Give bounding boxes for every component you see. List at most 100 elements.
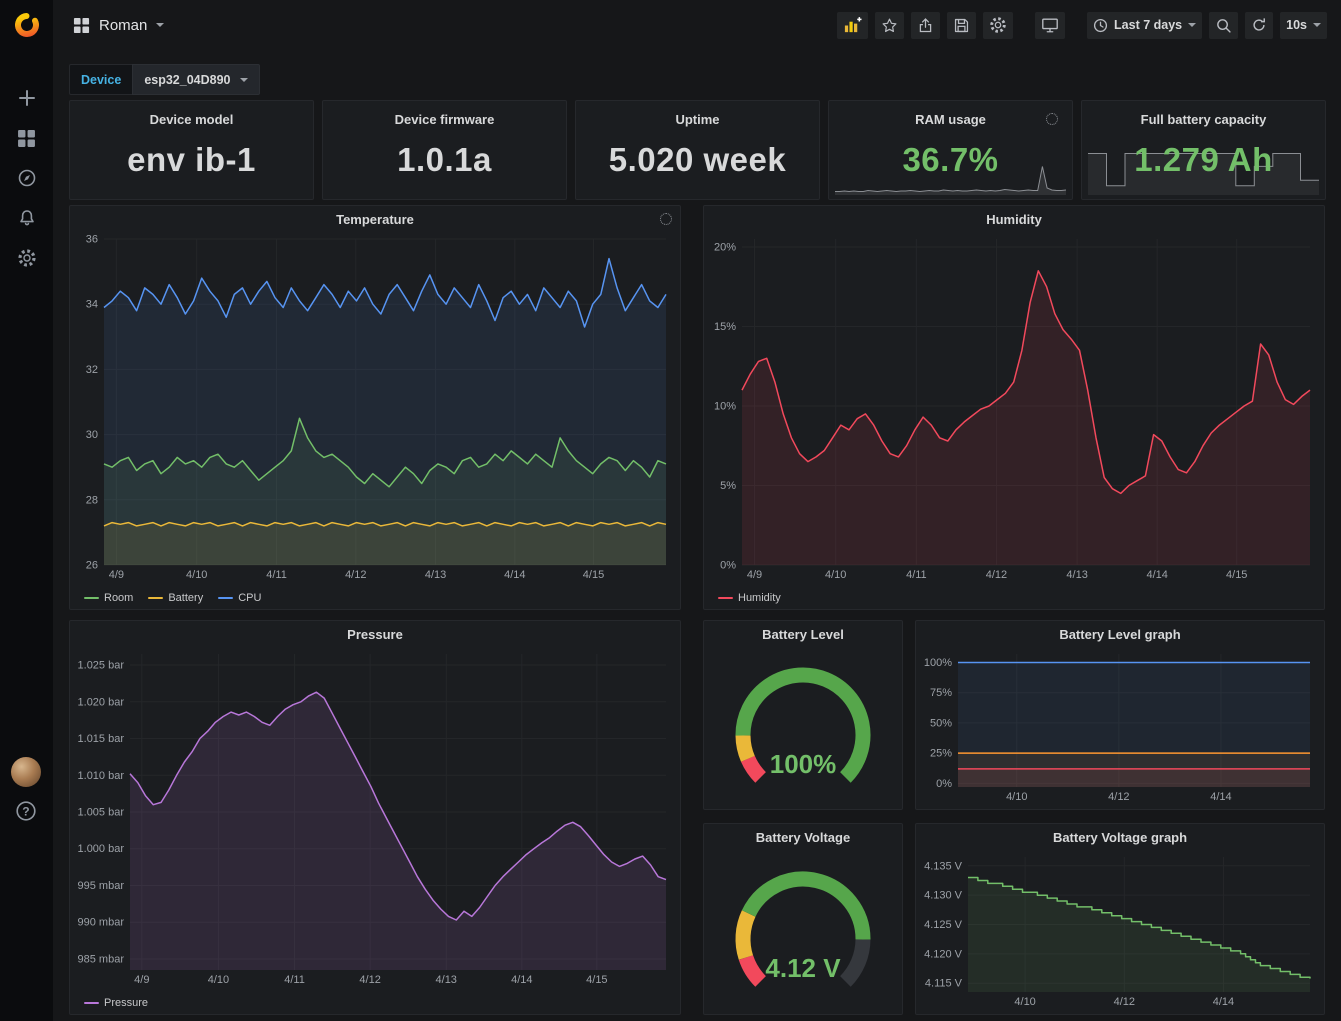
panel-battery-voltage-graph: Battery Voltage graph 4/10 4/12 4/14 4.115 … bbox=[915, 823, 1325, 1015]
refresh-button[interactable] bbox=[1245, 11, 1274, 39]
svg-text:34: 34 bbox=[86, 299, 98, 311]
clock-icon bbox=[1093, 18, 1108, 32]
panel-header[interactable]: Temperature bbox=[70, 206, 680, 232]
humidity-chart[interactable]: 4/9 4/10 4/11 4/12 4/13 4/14 4/15 0% 5% 10% 15% 20% bbox=[708, 232, 1318, 583]
svg-text:4/15: 4/15 bbox=[586, 974, 607, 986]
panel-title: Uptime bbox=[675, 112, 720, 127]
cycle-view-mode-button[interactable] bbox=[1035, 11, 1066, 39]
legend-swatch-icon bbox=[84, 597, 99, 599]
legend-swatch-icon bbox=[718, 597, 733, 599]
panel-temperature: Temperature 4/9 4/10 4/11 4/12 4/13 4/14 4/15 2… bbox=[69, 205, 681, 610]
add-panel-button[interactable] bbox=[837, 11, 869, 39]
refresh-interval-dropdown[interactable]: 10s bbox=[1280, 11, 1327, 39]
svg-text:4/12: 4/12 bbox=[359, 974, 380, 986]
panel-title: Humidity bbox=[986, 211, 1042, 227]
legend-item[interactable]: CPU bbox=[218, 592, 261, 604]
battery-level-graph-chart[interactable]: 4/10 4/12 4/14 0% 25% 50% 75% 100% bbox=[920, 647, 1318, 805]
svg-text:4.12 V: 4.12 V bbox=[765, 953, 841, 983]
panel-header[interactable]: Battery Level bbox=[704, 621, 902, 647]
caret-down-icon bbox=[1188, 23, 1197, 27]
panel-title: Battery Voltage bbox=[755, 829, 851, 845]
panel-title: Full battery capacity bbox=[1140, 112, 1267, 127]
variable-value-dropdown[interactable]: esp32_04D890 bbox=[132, 64, 260, 95]
time-range-picker[interactable]: Last 7 days bbox=[1087, 11, 1203, 39]
svg-text:4/9: 4/9 bbox=[747, 569, 762, 581]
navbar: Roman bbox=[53, 0, 1341, 50]
svg-text:4/14: 4/14 bbox=[504, 569, 525, 581]
svg-text:4.115 V: 4.115 V bbox=[925, 978, 963, 990]
sidebar-item-explore[interactable] bbox=[0, 158, 53, 198]
stat-value: 5.020 week bbox=[608, 141, 787, 178]
svg-text:4/10: 4/10 bbox=[186, 569, 207, 581]
magnifier-icon bbox=[1217, 18, 1231, 33]
temperature-chart[interactable]: 4/9 4/10 4/11 4/12 4/13 4/14 4/15 26 28 30 32 34 36 bbox=[74, 232, 674, 583]
variable-picker: Device esp32_04D890 bbox=[69, 64, 260, 95]
sidebar-item-create[interactable] bbox=[0, 78, 53, 118]
star-icon bbox=[882, 18, 897, 32]
dashboard-title: Roman bbox=[99, 16, 148, 34]
help-icon: ? bbox=[16, 801, 36, 821]
zoom-out-time-button[interactable] bbox=[1209, 11, 1239, 39]
panel-header[interactable]: Humidity bbox=[704, 206, 1324, 232]
battery-voltage-graph-chart[interactable]: 4/10 4/12 4/14 4.115 V 4.120 V 4.125 V 4.130 V… bbox=[920, 850, 1318, 1010]
svg-text:4.120 V: 4.120 V bbox=[924, 948, 963, 960]
battery-voltage-gauge: 4.12 V bbox=[704, 850, 902, 1012]
caret-down-icon bbox=[1313, 23, 1321, 27]
panel-header[interactable]: Pressure bbox=[70, 621, 680, 647]
add-visualization-icon bbox=[844, 16, 862, 32]
time-range-label: Last 7 days bbox=[1114, 18, 1183, 32]
dashboard: Device esp32_04D890 Device model env ib-… bbox=[53, 50, 1341, 1021]
dashboard-title-button[interactable]: Roman bbox=[67, 13, 170, 38]
legend-item[interactable]: Pressure bbox=[84, 997, 148, 1009]
svg-text:4/15: 4/15 bbox=[1226, 569, 1247, 581]
panel-pressure: Pressure 4/9 4/10 4/11 4/12 4/13 4/14 4/15 985 … bbox=[69, 620, 681, 1015]
grafana-logo[interactable] bbox=[0, 0, 53, 50]
svg-text:4/11: 4/11 bbox=[284, 974, 305, 986]
help-button[interactable]: ? bbox=[15, 800, 37, 827]
svg-text:4.130 V: 4.130 V bbox=[924, 890, 963, 902]
svg-text:4/10: 4/10 bbox=[1014, 996, 1035, 1008]
star-dashboard-button[interactable] bbox=[875, 11, 905, 39]
legend-swatch-icon bbox=[84, 1002, 99, 1004]
svg-text:4/14: 4/14 bbox=[1210, 791, 1231, 803]
svg-text:1.020 bar: 1.020 bar bbox=[78, 696, 125, 708]
svg-text:4/12: 4/12 bbox=[1114, 996, 1135, 1008]
panel-title: RAM usage bbox=[915, 112, 986, 127]
caret-down-icon bbox=[239, 77, 248, 82]
svg-text:1.010 bar: 1.010 bar bbox=[78, 770, 125, 782]
sidebar-item-dashboards[interactable] bbox=[0, 118, 53, 158]
loading-spinner-icon bbox=[1046, 113, 1058, 125]
gear-icon bbox=[17, 249, 36, 267]
legend-item[interactable]: Battery bbox=[148, 592, 203, 604]
variable-label: Device bbox=[69, 64, 133, 95]
legend: Pressure bbox=[84, 997, 148, 1009]
legend-item[interactable]: Room bbox=[84, 592, 133, 604]
sidebar-item-alerting[interactable] bbox=[0, 198, 53, 238]
panel-title: Device model bbox=[149, 112, 234, 127]
svg-text:4/15: 4/15 bbox=[583, 569, 604, 581]
monitor-icon bbox=[1042, 18, 1058, 33]
svg-text:4/13: 4/13 bbox=[425, 569, 446, 581]
legend-swatch-icon bbox=[148, 597, 164, 599]
panel-header[interactable]: Battery Voltage graph bbox=[916, 824, 1324, 850]
panel-header[interactable]: Battery Voltage bbox=[704, 824, 902, 850]
user-avatar[interactable] bbox=[11, 757, 41, 787]
share-dashboard-button[interactable] bbox=[911, 11, 941, 39]
svg-text:100%: 100% bbox=[770, 749, 837, 779]
panel-title: Temperature bbox=[336, 211, 414, 227]
sidebar-item-configuration[interactable] bbox=[0, 238, 53, 278]
svg-text:?: ? bbox=[22, 804, 29, 818]
apps-icon bbox=[73, 17, 90, 33]
legend-item[interactable]: Humidity bbox=[718, 592, 781, 604]
dashboard-settings-button[interactable] bbox=[983, 11, 1014, 39]
legend-swatch-icon bbox=[218, 597, 234, 599]
save-dashboard-button[interactable] bbox=[947, 11, 977, 39]
sidebar: ? bbox=[0, 0, 53, 1021]
panel-title: Battery Voltage graph bbox=[1052, 829, 1188, 845]
svg-text:4/14: 4/14 bbox=[1146, 569, 1167, 581]
caret-down-icon bbox=[156, 23, 165, 27]
svg-text:28: 28 bbox=[86, 494, 98, 506]
pressure-chart[interactable]: 4/9 4/10 4/11 4/12 4/13 4/14 4/15 985 mbar 990 m… bbox=[74, 647, 674, 988]
panel-battery-level-graph: Battery Level graph 4/10 4/12 4/14 0% 25% 50%… bbox=[915, 620, 1325, 810]
panel-header[interactable]: Battery Level graph bbox=[916, 621, 1324, 647]
